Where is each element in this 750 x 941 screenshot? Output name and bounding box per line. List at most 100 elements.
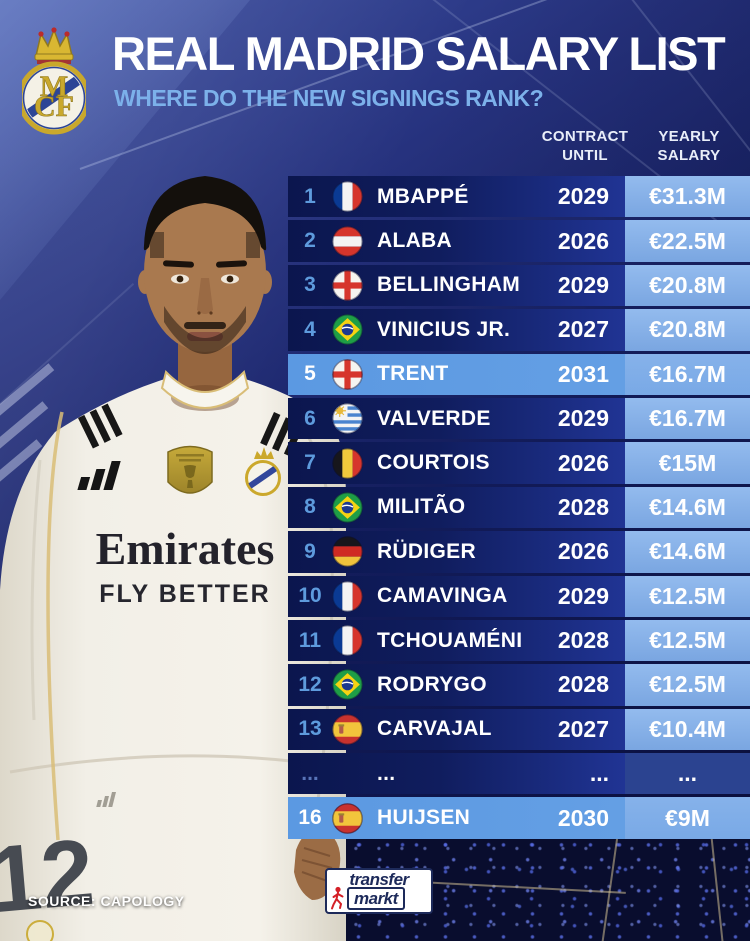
table-row-main: 5 TRENT 2031 — [288, 353, 625, 395]
rank-cell: ... — [301, 761, 319, 785]
adidas-logo — [77, 461, 121, 490]
salary-cell: €12.5M — [625, 619, 750, 662]
rank-cell: 6 — [304, 406, 316, 430]
rank-cell: 13 — [298, 717, 322, 741]
rank-cell: 8 — [304, 495, 316, 519]
rank-cell: 5 — [304, 362, 316, 386]
salary-cell: €14.6M — [625, 486, 750, 529]
salary-cell: €22.5M — [625, 220, 750, 262]
salary-cell: €14.6M — [625, 531, 750, 573]
player-name-cell: HUIJSEN — [377, 806, 471, 830]
table-row-main: ......... — [288, 753, 625, 795]
table-row: 7 COURTOIS 2026 €15M — [288, 442, 750, 484]
table-row: 13 CARVAJAL 2027 €10.4M — [288, 708, 750, 751]
rank-cell: 4 — [304, 317, 316, 341]
rank-cell: 9 — [304, 539, 316, 563]
table-row: 3 BELLINGHAM 2029 €20.8M — [288, 264, 750, 307]
salary-cell: €9M — [625, 797, 750, 839]
flag-england-icon — [332, 270, 363, 301]
salary-cell: €20.8M — [625, 309, 750, 351]
flag-brazil-icon — [332, 492, 363, 523]
table-row-main: 2 ALABA 2026 — [288, 220, 625, 262]
salary-cell: €16.7M — [625, 353, 750, 395]
player-name-cell: ... — [377, 761, 396, 785]
table-row: 1 MBAPPÉ 2029 €31.3M — [288, 176, 750, 218]
salary-cell: €31.3M — [625, 176, 750, 218]
salary-cell: €16.7M — [625, 397, 750, 440]
transfermarkt-logo-text: transfer — [349, 870, 409, 889]
rank-cell: 2 — [304, 229, 316, 253]
flag-france-icon — [332, 181, 363, 213]
flag-england-icon — [332, 358, 363, 390]
rank-cell: 7 — [304, 451, 316, 475]
contract-year-cell: 2030 — [557, 804, 609, 831]
contract-year-cell: 2029 — [557, 405, 609, 432]
column-header-contract: CONTRACT UNTIL — [530, 127, 640, 165]
column-header-line: CONTRACT — [541, 128, 629, 145]
table-row-main: 7 COURTOIS 2026 — [288, 442, 625, 484]
transfermarkt-runner-icon — [331, 886, 344, 910]
svg-text:M: M — [40, 70, 68, 103]
table-row-main: 16 HUIJSEN 2030 — [288, 797, 625, 839]
jersey-sponsor-text: Emirates — [96, 523, 275, 574]
contract-year-cell: 2026 — [557, 449, 609, 476]
page-title: REAL MADRID SALARY LIST — [112, 27, 726, 80]
shorts-number: 12 — [0, 819, 98, 933]
contract-year-cell: 2028 — [557, 627, 609, 654]
rank-cell: 12 — [298, 672, 322, 696]
table-row: 9 RÜDIGER 2026 €14.6M — [288, 531, 750, 573]
table-row: 16 HUIJSEN 2030 €9M — [288, 797, 750, 839]
stadium-line — [601, 834, 619, 941]
transfermarkt-logo-text: markt — [347, 887, 405, 910]
salary-cell: €12.5M — [625, 575, 750, 617]
table-row: 4 VINICIUS JR. 2027 €20.8M — [288, 309, 750, 351]
contract-year-cell: 2027 — [557, 316, 609, 343]
salary-cell: €15M — [625, 442, 750, 484]
player-face — [144, 192, 266, 352]
contract-year-cell: 2026 — [557, 227, 609, 254]
player-photo: Emirates FLY BETTER 12 — [0, 176, 346, 941]
table-row: 12 RODRYGO 2028 €12.5M — [288, 664, 750, 706]
salary-table: 1 MBAPPÉ 2029 €31.3M 2 ALABA 2026 €22.5M 3 BELLIN… — [288, 176, 750, 839]
salary-cell: €12.5M — [625, 664, 750, 706]
player-name-cell: RODRYGO — [377, 672, 487, 696]
flag-uruguay-icon — [332, 403, 363, 435]
column-header-line: SALARY — [657, 147, 721, 164]
player-name-cell: MBAPPÉ — [377, 184, 469, 208]
rank-cell: 10 — [298, 584, 322, 608]
table-row: 5 TRENT 2031 €16.7M — [288, 353, 750, 395]
column-header-line: YEARLY — [658, 128, 720, 145]
rank-cell: 16 — [298, 806, 322, 830]
contract-year-cell: ... — [589, 760, 609, 787]
player-name-cell: VINICIUS JR. — [377, 317, 511, 341]
flag-france-icon — [332, 580, 363, 612]
table-row: 8 MILITÃO 2028 €14.6M — [288, 486, 750, 529]
flag-france-icon — [332, 625, 363, 656]
table-row-main: 6 VALVERDE 2029 — [288, 397, 625, 440]
contract-year-cell: 2029 — [557, 582, 609, 609]
jersey-sponsor-subtext: FLY BETTER — [99, 580, 270, 608]
jersey — [0, 378, 346, 941]
table-row-ellipsis: ............ — [288, 753, 750, 795]
table-row-main: 1 MBAPPÉ 2029 — [288, 176, 625, 218]
flag-brazil-icon — [332, 314, 363, 346]
club-world-cup-badge — [167, 445, 213, 494]
player-name-cell: RÜDIGER — [377, 539, 476, 563]
table-row: 2 ALABA 2026 €22.5M — [288, 220, 750, 262]
shoulder-stripes — [78, 403, 123, 449]
player-name-cell: TRENT — [377, 362, 449, 386]
contract-year-cell: 2029 — [557, 183, 609, 210]
column-header-line: UNTIL — [562, 147, 608, 164]
flag-spain-icon — [332, 713, 363, 745]
salary-cell: €10.4M — [625, 708, 750, 751]
table-row-main: 13 CARVAJAL 2027 — [288, 708, 625, 751]
table-row-main: 4 VINICIUS JR. 2027 — [288, 309, 625, 351]
rank-cell: 11 — [298, 628, 322, 652]
contract-year-cell: 2028 — [557, 671, 609, 698]
column-header-salary: YEARLY SALARY — [634, 127, 744, 165]
flag-belgium-icon — [332, 447, 363, 479]
player-name-cell: TCHOUAMÉNI — [377, 628, 523, 652]
rank-cell: 1 — [304, 184, 316, 208]
salary-cell: ... — [625, 753, 750, 795]
